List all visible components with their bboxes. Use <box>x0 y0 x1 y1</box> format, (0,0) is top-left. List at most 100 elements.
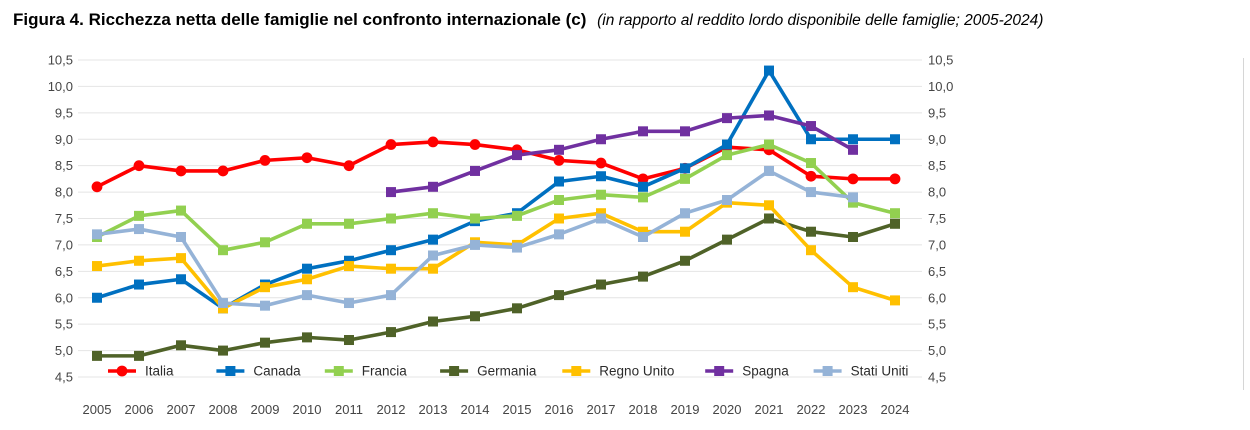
y-tick-label-left: 5,0 <box>55 343 73 358</box>
legend-marker-francia <box>333 366 344 376</box>
series-marker-francia <box>386 213 396 224</box>
y-tick-label-left: 8,0 <box>55 185 73 200</box>
series-marker-canada <box>428 234 438 245</box>
series-marker-germania <box>260 337 270 348</box>
series-marker-regno-unito <box>680 226 690 237</box>
series-marker-stati-uniti <box>512 242 522 253</box>
series-marker-regno-unito <box>806 245 816 256</box>
legend-marker-canada <box>225 366 236 376</box>
series-marker-stati-uniti <box>260 300 270 311</box>
right-border-line <box>1243 58 1244 390</box>
series-marker-stati-uniti <box>638 231 648 242</box>
series-marker-canada <box>134 279 144 290</box>
series-marker-francia <box>428 208 438 219</box>
y-tick-label-right: 10,5 <box>928 53 953 68</box>
series-marker-italia <box>133 160 145 172</box>
series-marker-italia <box>343 160 355 172</box>
series-marker-canada <box>596 171 606 182</box>
series-marker-canada <box>344 255 354 266</box>
series-marker-stati-uniti <box>92 229 102 240</box>
series-line-canada <box>95 68 897 311</box>
series-marker-italia <box>805 170 817 182</box>
series-marker-germania <box>302 332 312 343</box>
series-marker-canada <box>890 134 900 145</box>
series-marker-francia <box>596 189 606 200</box>
series-marker-germania <box>638 271 648 282</box>
series-marker-francia <box>218 245 228 256</box>
legend-marker-italia <box>116 365 128 377</box>
y-tick-label-right: 6,0 <box>928 290 946 305</box>
series-marker-francia <box>554 195 564 206</box>
series-marker-francia <box>134 210 144 221</box>
series-marker-regno-unito <box>848 282 858 293</box>
series-marker-stati-uniti <box>386 290 396 301</box>
x-tick-label: 2019 <box>671 402 700 417</box>
series-marker-stati-uniti <box>596 213 606 224</box>
series-marker-stati-uniti <box>764 165 774 176</box>
series-marker-stati-uniti <box>218 298 228 309</box>
y-tick-label-right: 8,5 <box>928 158 946 173</box>
series-marker-francia <box>722 150 732 161</box>
series-marker-spagna <box>722 113 732 124</box>
series-marker-italia <box>427 136 439 148</box>
series-marker-stati-uniti <box>176 231 186 242</box>
legend-marker-germania <box>449 366 460 376</box>
series-marker-germania <box>764 213 774 224</box>
x-tick-label: 2005 <box>83 402 112 417</box>
series-marker-italia <box>595 157 607 169</box>
series-marker-germania <box>134 350 144 361</box>
series-marker-canada <box>848 134 858 145</box>
x-tick-label: 2010 <box>293 402 322 417</box>
series-marker-italia <box>217 165 229 177</box>
series-marker-stati-uniti <box>554 229 564 240</box>
series-marker-francia <box>764 139 774 150</box>
series-marker-regno-unito <box>554 213 564 224</box>
series-marker-italia <box>385 139 397 150</box>
series-marker-italia <box>553 154 565 166</box>
x-tick-label: 2017 <box>587 402 616 417</box>
legend-label-regno-unito: Regno Unito <box>599 364 674 379</box>
series-marker-germania <box>428 316 438 327</box>
series-marker-germania <box>470 311 480 322</box>
legend-marker-regno-unito <box>571 366 582 376</box>
series-marker-stati-uniti <box>344 298 354 309</box>
series-marker-regno-unito <box>176 253 186 264</box>
y-tick-label-left: 9,0 <box>55 132 73 147</box>
y-tick-label-right: 7,5 <box>928 211 946 226</box>
series-marker-stati-uniti <box>470 239 480 250</box>
series-marker-regno-unito <box>344 261 354 272</box>
series-marker-italia <box>91 181 103 193</box>
series-marker-regno-unito <box>764 200 774 211</box>
series-marker-francia <box>470 213 480 224</box>
series-marker-regno-unito <box>218 303 228 314</box>
y-tick-label-left: 6,5 <box>55 264 73 279</box>
series-marker-canada <box>92 292 102 303</box>
legend-label-francia: Francia <box>362 364 408 379</box>
x-tick-label: 2008 <box>209 402 238 417</box>
series-marker-regno-unito <box>890 295 900 306</box>
y-tick-label-right: 5,5 <box>928 317 946 332</box>
x-tick-label: 2009 <box>251 402 280 417</box>
series-marker-germania <box>806 226 816 237</box>
series-marker-canada <box>638 181 648 192</box>
series-marker-germania <box>722 234 732 245</box>
series-marker-italia <box>889 173 901 185</box>
legend-marker-stati-uniti <box>822 366 833 376</box>
series-marker-stati-uniti <box>680 208 690 219</box>
series-marker-regno-unito <box>596 208 606 219</box>
series-marker-germania <box>176 340 186 351</box>
series-marker-germania <box>512 303 522 314</box>
series-marker-italia <box>637 173 649 185</box>
series-marker-spagna <box>764 110 774 121</box>
figure-title-subtitle: (in rapporto al reddito lordo disponibil… <box>597 12 1044 29</box>
series-line-italia <box>95 140 897 189</box>
x-tick-label: 2016 <box>545 402 574 417</box>
x-tick-label: 2006 <box>125 402 154 417</box>
series-marker-canada <box>764 65 774 76</box>
legend-label-canada: Canada <box>253 364 301 379</box>
series-marker-spagna <box>428 181 438 192</box>
x-tick-label: 2015 <box>503 402 532 417</box>
legend-marker-spagna <box>714 366 725 376</box>
